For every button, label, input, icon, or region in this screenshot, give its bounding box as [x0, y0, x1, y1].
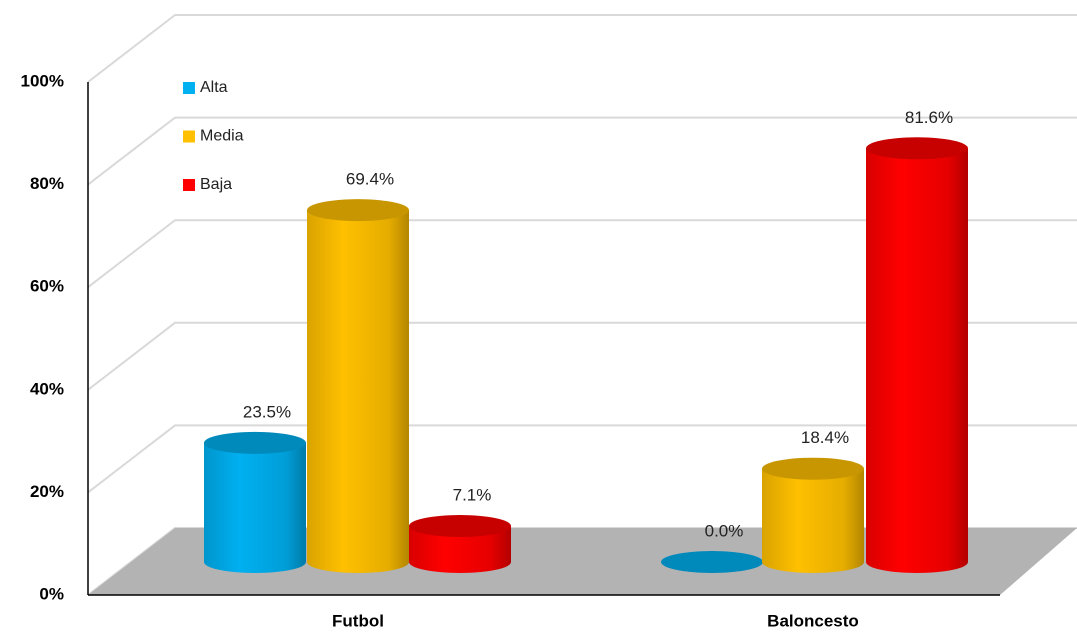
bar — [661, 551, 763, 573]
legend-label: Media — [200, 128, 244, 145]
bar — [409, 526, 511, 573]
bar-top — [866, 137, 968, 160]
bar-top — [307, 199, 409, 222]
data-label: 81.6% — [905, 108, 953, 127]
legend-swatch — [183, 130, 195, 143]
bar-top — [204, 431, 306, 454]
data-label: 23.5% — [243, 402, 291, 421]
bar — [762, 468, 864, 573]
y-tick-label: 20% — [30, 482, 64, 501]
legend-label: Baja — [200, 176, 232, 193]
grid-line — [87, 321, 1077, 391]
x-tick-label: Baloncesto — [767, 611, 859, 630]
data-label: 7.1% — [453, 485, 492, 504]
data-label: 69.4% — [346, 170, 394, 189]
legend-swatch — [183, 179, 195, 191]
bar-top — [762, 457, 864, 480]
y-tick-label: 40% — [30, 379, 64, 398]
data-label: 18.4% — [801, 428, 849, 447]
y-tick-label: 80% — [30, 174, 64, 193]
bar-top — [409, 515, 511, 538]
bar — [307, 210, 409, 573]
y-tick-label: 100% — [21, 71, 64, 90]
grid-line — [87, 219, 1077, 288]
x-tick-label: Futbol — [332, 611, 384, 630]
data-label: 0.0% — [705, 521, 744, 540]
legend-label: Alta — [200, 79, 228, 96]
grid-line — [87, 116, 1077, 186]
legend-swatch — [183, 82, 195, 94]
bar — [204, 442, 306, 573]
grid-line — [87, 424, 1077, 494]
y-tick-label: 0% — [39, 584, 64, 603]
grid-line — [87, 14, 1077, 83]
y-tick-label: 60% — [30, 277, 64, 296]
bar — [866, 148, 968, 573]
